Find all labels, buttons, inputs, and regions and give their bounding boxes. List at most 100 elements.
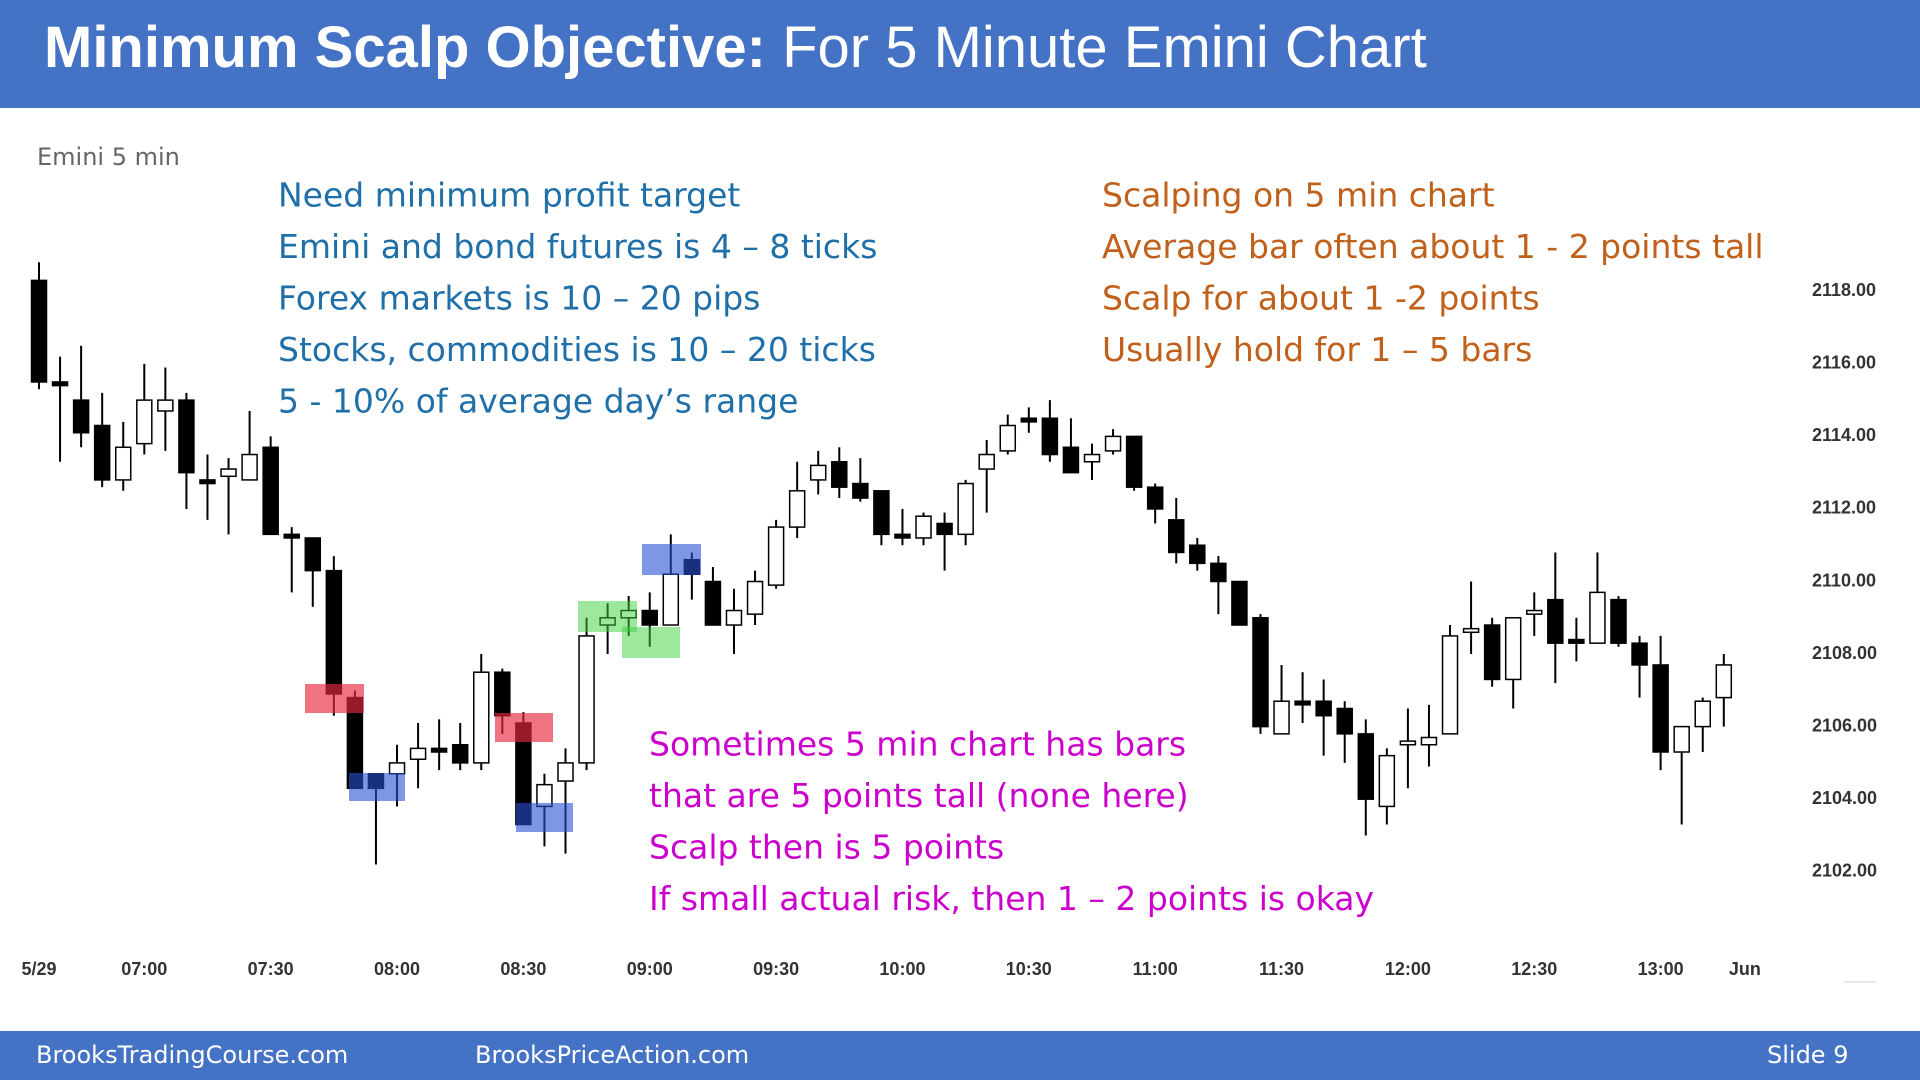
candle-body xyxy=(1231,580,1248,626)
candle-body xyxy=(1294,700,1311,706)
candle-body xyxy=(915,515,932,539)
candle-body xyxy=(894,533,911,539)
candle-body xyxy=(557,762,574,782)
candle-body xyxy=(1041,417,1059,456)
candle-body xyxy=(725,609,743,626)
candle-body xyxy=(1652,664,1669,753)
footer: BrooksTradingCourse.com BrooksPriceActio… xyxy=(0,1031,1920,1080)
candle-body xyxy=(494,671,511,717)
header: Minimum Scalp Objective: For 5 Minute Em… xyxy=(0,0,1920,108)
candles xyxy=(30,262,1733,865)
footer-left: BrooksTradingCourse.com xyxy=(36,1041,349,1069)
candle-body xyxy=(388,762,406,775)
y-tick-label: 2102.00 xyxy=(1812,860,1877,880)
candle-body xyxy=(1125,435,1143,488)
candle-body xyxy=(430,747,448,753)
annotation: Stocks, commodities is 10 – 20 ticks xyxy=(278,330,876,369)
x-tick-label: 13:00 xyxy=(1638,959,1684,979)
candle-body xyxy=(641,609,658,626)
candle-body xyxy=(1083,453,1101,463)
highlight xyxy=(305,684,364,713)
x-tick-label: 10:30 xyxy=(1006,959,1052,979)
highlight xyxy=(642,544,701,575)
candle-body xyxy=(157,399,174,412)
x-tick-label: 09:00 xyxy=(627,959,673,979)
title-rest: For 5 Minute Emini Chart xyxy=(782,15,1427,80)
candle-body xyxy=(1357,733,1375,800)
y-tick-label: 2104.00 xyxy=(1812,788,1877,808)
candle-body xyxy=(852,482,869,499)
annotation: that are 5 points tall (none here) xyxy=(649,776,1189,815)
candle-body xyxy=(957,482,974,536)
highlight xyxy=(516,803,573,832)
candle-body xyxy=(241,453,258,481)
candle-body xyxy=(936,522,953,536)
annotation: Scalp for about 1 -2 points xyxy=(1102,279,1540,318)
x-tick-label: Jun xyxy=(1729,959,1761,979)
candle-body xyxy=(1526,609,1543,615)
candle-body xyxy=(1336,707,1353,735)
x-tick-label: 12:00 xyxy=(1385,959,1431,979)
candle-body xyxy=(1252,617,1269,728)
candle-body xyxy=(746,580,764,615)
candle-body xyxy=(1589,591,1606,644)
highlight xyxy=(622,627,680,658)
title: Minimum Scalp Objective: For 5 Minute Em… xyxy=(44,14,1427,81)
x-tick-label: 07:00 xyxy=(121,959,167,979)
chart: Emini 5 min 2102.00 2104.00 2106.00 2108.00… xyxy=(21,143,1877,983)
candle-body xyxy=(178,399,195,474)
candle-body xyxy=(1189,544,1206,565)
candle-body xyxy=(114,446,132,481)
candle-body xyxy=(1399,740,1417,746)
annotation: Forex markets is 10 – 20 pips xyxy=(278,279,760,318)
candle-body xyxy=(262,446,279,536)
annotation: 5 - 10% of average day’s range xyxy=(278,382,798,421)
x-tick-label: 08:30 xyxy=(500,959,546,979)
annotation: Sometimes 5 min chart has bars xyxy=(649,725,1186,764)
y-tick-label: 2108.00 xyxy=(1812,643,1877,663)
candle-body xyxy=(1441,635,1459,735)
candle-body xyxy=(1146,486,1164,510)
x-tick-label: 09:30 xyxy=(753,959,799,979)
candle-body xyxy=(93,424,111,481)
candle-body xyxy=(304,537,322,572)
candle-body xyxy=(1167,519,1185,554)
x-tick-label: 12:30 xyxy=(1511,959,1557,979)
candle-body xyxy=(978,453,995,470)
candle-body xyxy=(1694,700,1711,728)
candle-body xyxy=(136,399,153,445)
y-tick-label: 2116.00 xyxy=(1812,353,1876,373)
candle-body xyxy=(767,526,785,586)
candle-body xyxy=(51,381,69,387)
candle-body xyxy=(704,580,722,626)
candle-body xyxy=(199,479,216,485)
candle-body xyxy=(220,468,237,478)
candle-body xyxy=(1610,598,1627,644)
footer-center: BrooksPriceAction.com xyxy=(475,1041,750,1069)
candle-body xyxy=(1378,754,1396,808)
x-tick-label: 07:30 xyxy=(248,959,294,979)
candle-body xyxy=(409,747,427,761)
x-tick-label: 5/29 xyxy=(21,959,56,979)
candle-body xyxy=(473,671,490,764)
annotation: Average bar often about 1 - 2 points tal… xyxy=(1102,227,1764,266)
candle-body xyxy=(1504,617,1522,681)
candle-body xyxy=(1020,417,1038,423)
candle-body xyxy=(283,533,300,539)
annotation: Usually hold for 1 – 5 bars xyxy=(1102,330,1532,369)
highlight xyxy=(578,601,637,632)
title-bold: Minimum Scalp Objective: xyxy=(44,15,766,80)
chart-label: Emini 5 min xyxy=(37,143,180,171)
x-tick-label: 11:00 xyxy=(1133,959,1178,979)
candle-body xyxy=(788,490,806,528)
candle-body xyxy=(1483,624,1501,681)
candle-body xyxy=(873,490,890,536)
slide-number: Slide 9 xyxy=(1767,1041,1849,1069)
y-tick-label: 2114.00 xyxy=(1812,425,1876,445)
candle-body xyxy=(1062,446,1080,474)
candle-body xyxy=(1462,627,1480,634)
highlight xyxy=(495,713,553,742)
annotation: Scalping on 5 min chart xyxy=(1102,176,1495,215)
candle-body xyxy=(1315,700,1332,717)
